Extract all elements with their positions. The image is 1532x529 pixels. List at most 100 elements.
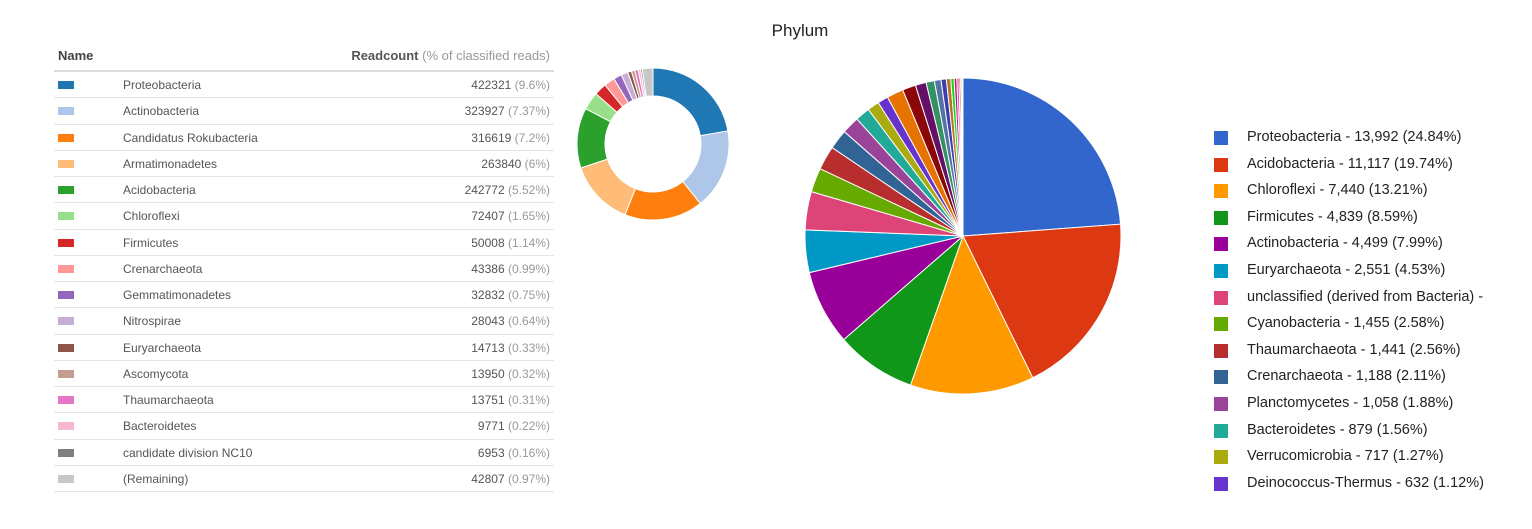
row-color-swatch — [58, 212, 74, 221]
table-row: Actinobacteria 323927 (7.37%) — [54, 98, 554, 125]
row-readcount: 42807 (0.97%) — [471, 472, 550, 486]
row-color-swatch — [58, 159, 74, 168]
row-percent: (0.75%) — [507, 288, 550, 302]
legend-label: Bacteroidetes - 879 (1.56%) — [1247, 421, 1428, 438]
row-color-swatch — [58, 133, 74, 142]
table-row: Acidobacteria 242772 (5.52%) — [54, 177, 554, 204]
row-percent: (0.99%) — [507, 261, 550, 276]
row-readcount: 14713 (0.33%) — [471, 341, 550, 355]
row-readcount: 263840 (6%) — [481, 157, 550, 171]
row-percent: (0.31%) — [507, 393, 550, 407]
row-readcount: 422321 (9.6%) — [471, 78, 550, 92]
legend-swatch — [1214, 237, 1228, 252]
legend-label: Proteobacteria - 13,992 (24.84%) — [1247, 129, 1462, 145]
legend-swatch — [1214, 184, 1228, 199]
legend-item[interactable]: Thaumarchaeota - 1,441 (2.56%) — [1214, 341, 1530, 368]
legend-swatch — [1214, 423, 1228, 438]
row-color-swatch — [58, 81, 74, 89]
row-count: 28043 — [471, 314, 505, 329]
row-count: 13950 — [471, 366, 505, 381]
row-readcount: 242772 (5.52%) — [465, 183, 550, 197]
table-row: Gemmatimonadetes 32832 (0.75%) — [54, 282, 554, 309]
legend-item[interactable]: Verrucomicrobia - 717 (1.27%) — [1214, 447, 1530, 474]
row-percent: (7.2%) — [514, 130, 550, 145]
row-color-swatch — [58, 343, 74, 352]
pie-chart — [804, 77, 1122, 395]
legend-swatch — [1214, 263, 1228, 278]
legend-item[interactable]: Bacteroidetes - 879 (1.56%) — [1214, 421, 1530, 448]
table-header: Name Readcount (% of classified reads) — [54, 42, 554, 72]
row-count: 422321 — [471, 78, 512, 92]
row-percent: (0.32%) — [507, 366, 550, 381]
row-name: Armatimonadetes — [123, 156, 218, 171]
row-name: Crenarchaeota — [123, 261, 203, 276]
legend-label: Deinococcus-Thermus - 632 (1.12%) — [1247, 474, 1484, 491]
table-row: Thaumarchaeota 13751 (0.31%) — [54, 387, 554, 414]
row-color-swatch — [58, 264, 74, 273]
legend-label: Verrucomicrobia - 717 (1.27%) — [1247, 448, 1444, 465]
table-row: Euryarchaeota 14713 (0.33%) — [54, 335, 554, 361]
row-color-swatch — [58, 317, 74, 326]
pie-slice-26[interactable] — [961, 77, 964, 237]
donut-slice-3[interactable] — [580, 158, 636, 216]
row-color-swatch — [58, 107, 74, 116]
legend-label: Cyanobacteria - 1,455 (2.58%) — [1247, 315, 1445, 332]
row-name: Euryarchaeota — [123, 340, 202, 355]
pie-slice-1[interactable] — [962, 223, 1122, 379]
pie-slice-0[interactable] — [962, 77, 1122, 237]
row-percent: (0.16%) — [507, 445, 550, 460]
legend-item[interactable]: Proteobacteria - 13,992 (24.84%) — [1214, 128, 1530, 155]
name-column-header: Name — [58, 48, 94, 63]
row-count: 263840 — [481, 156, 522, 171]
row-color-swatch — [58, 396, 74, 404]
row-percent: (1.65%) — [507, 209, 550, 224]
readcount-header-label: Readcount — [351, 48, 419, 63]
row-percent: (0.64%) — [507, 314, 550, 329]
legend-swatch — [1214, 476, 1228, 491]
legend-swatch — [1214, 317, 1228, 332]
legend-item[interactable]: Cyanobacteria - 1,455 (2.58%) — [1214, 314, 1530, 341]
legend-item[interactable]: Firmicutes - 4,839 (8.59%) — [1214, 208, 1530, 235]
legend-item[interactable]: Chloroflexi - 7,440 (13.21%) — [1214, 181, 1530, 208]
row-count: 6953 — [477, 445, 505, 460]
legend-item[interactable]: unclassified (derived from Bacteria) - — [1214, 288, 1530, 315]
legend-swatch — [1214, 157, 1228, 172]
legend-label: Planctomycetes - 1,058 (1.88%) — [1247, 394, 1454, 411]
row-color-swatch — [58, 238, 74, 247]
row-percent: (0.33%) — [507, 340, 550, 355]
legend-swatch — [1214, 290, 1228, 305]
legend-swatch — [1214, 396, 1228, 411]
row-percent: (1.14%) — [507, 235, 550, 250]
row-name: Acidobacteria — [123, 183, 196, 197]
legend-item[interactable]: Crenarchaeota - 1,188 (2.11%) — [1214, 367, 1530, 394]
pie-chart-legend: Proteobacteria - 13,992 (24.84%) Acidobac… — [1214, 128, 1530, 500]
table-row: candidate division NC10 6953 (0.16%) — [54, 440, 554, 466]
legend-item[interactable]: Acidobacteria - 11,117 (19.74%) — [1214, 155, 1530, 182]
legend-item[interactable]: Euryarchaeota - 2,551 (4.53%) — [1214, 261, 1530, 288]
donut-slice-0[interactable] — [652, 67, 729, 137]
row-count: 316619 — [471, 130, 512, 145]
row-color-swatch — [58, 186, 74, 194]
donut-chart — [576, 67, 730, 221]
legend-label: Acidobacteria - 11,117 (19.74%) — [1247, 155, 1453, 172]
legend-item[interactable]: Deinococcus-Thermus - 632 (1.12%) — [1214, 474, 1530, 501]
donut-slice-15[interactable] — [641, 67, 654, 98]
row-name: Actinobacteria — [123, 104, 200, 119]
row-readcount: 32832 (0.75%) — [471, 288, 550, 302]
table-body: Proteobacteria 422321 (9.6%) Actinobacteri… — [54, 72, 554, 492]
row-percent: (6%) — [524, 156, 550, 171]
row-name: Bacteroidetes — [123, 419, 197, 434]
legend-item[interactable]: Planctomycetes - 1,058 (1.88%) — [1214, 394, 1530, 421]
row-readcount: 6953 (0.16%) — [478, 446, 550, 460]
row-readcount: 323927 (7.37%) — [465, 104, 550, 118]
table-row: Chloroflexi 72407 (1.65%) — [54, 203, 554, 230]
pie-slice-2[interactable] — [909, 234, 1034, 395]
row-color-swatch — [58, 369, 74, 378]
table-row: Crenarchaeota 43386 (0.99%) — [54, 256, 554, 282]
row-color-swatch — [58, 474, 74, 483]
table-row: Armatimonadetes 263840 (6%) — [54, 151, 554, 177]
row-count: 242772 — [464, 183, 505, 197]
row-name: Firmicutes — [123, 235, 179, 250]
row-percent: (5.52%) — [507, 183, 550, 197]
legend-item[interactable]: Actinobacteria - 4,499 (7.99%) — [1214, 234, 1530, 261]
